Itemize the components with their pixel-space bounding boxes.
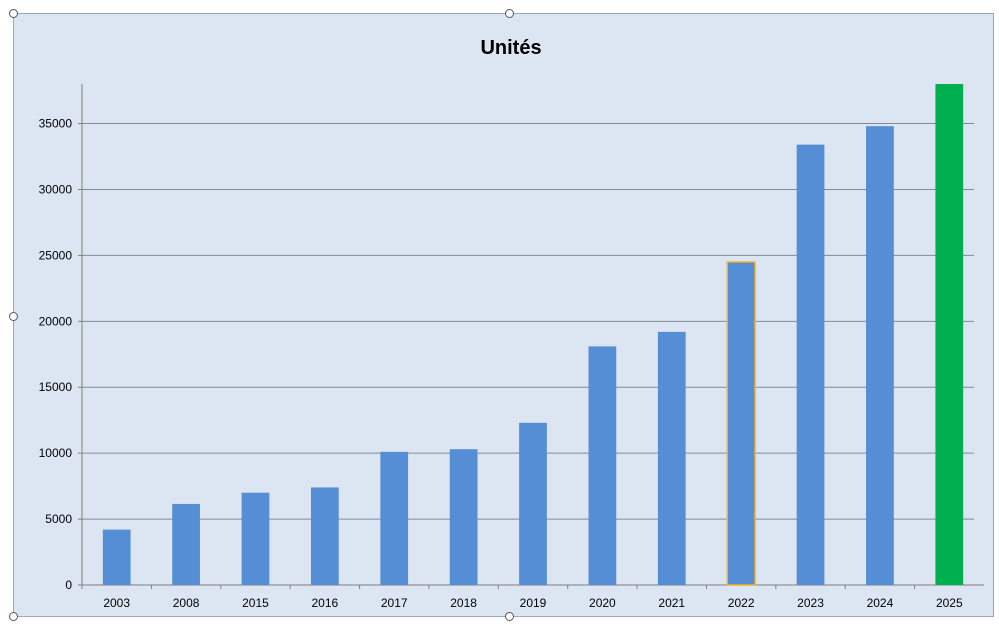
x-tick-label: 2022: [728, 596, 755, 610]
bars: [102, 84, 964, 586]
x-tick-label: 2008: [173, 596, 200, 610]
resize-handle-bottom-left[interactable]: [9, 612, 18, 621]
x-tick-label: 2019: [520, 596, 547, 610]
bar-2022[interactable]: [726, 261, 756, 586]
x-tick-label: 2017: [381, 596, 408, 610]
resize-handle-top-left[interactable]: [9, 9, 18, 18]
resize-handle-top-center[interactable]: [505, 9, 514, 18]
bar-2003[interactable]: [102, 529, 131, 585]
x-tick-label: 2015: [242, 596, 269, 610]
bar-2008[interactable]: [172, 503, 200, 585]
x-tick-label: 2024: [867, 596, 894, 610]
bar-2019[interactable]: [519, 422, 547, 585]
resize-handle-bottom-center[interactable]: [505, 612, 514, 621]
bar-2017[interactable]: [380, 451, 409, 585]
y-tick-label: 15000: [39, 380, 73, 394]
bar-2015[interactable]: [241, 492, 270, 585]
y-tick-label: 30000: [39, 182, 73, 196]
resize-handle-middle-left[interactable]: [9, 312, 18, 321]
x-tick-label: 2020: [589, 596, 616, 610]
bar-2025[interactable]: [935, 84, 964, 585]
bar-2016[interactable]: [310, 487, 339, 585]
y-tick-label: 25000: [39, 248, 73, 262]
bar-chart: Unités 0 5000 10000 15000 20000 25000 30000 350…: [39, 37, 984, 610]
y-tick-label: 0: [65, 578, 72, 592]
x-tick-label: 2018: [450, 596, 477, 610]
bar-2020[interactable]: [588, 346, 617, 585]
x-tick-label: 2016: [311, 596, 338, 610]
x-tick-label: 2003: [103, 596, 130, 610]
y-tick-label: 10000: [39, 446, 73, 460]
bar-2024[interactable]: [866, 126, 894, 585]
chart-title: Unités: [480, 37, 541, 59]
y-tick-label: 5000: [45, 512, 72, 526]
chart-area[interactable]: Unités 0 5000 10000 15000 20000 25000 30000 350…: [9, 9, 994, 621]
x-tick-label: 2025: [936, 596, 963, 610]
x-tick-label: 2021: [658, 596, 685, 610]
x-tick-label: 2023: [797, 596, 824, 610]
y-tick-label: 35000: [39, 117, 73, 131]
bar-2023[interactable]: [796, 144, 825, 585]
tick-labels: 0 5000 10000 15000 20000 25000 30000 35000 2003 2…: [39, 117, 963, 610]
y-tick-label: 20000: [39, 314, 73, 328]
bar-2021[interactable]: [657, 331, 686, 585]
bar-2018[interactable]: [449, 449, 478, 585]
